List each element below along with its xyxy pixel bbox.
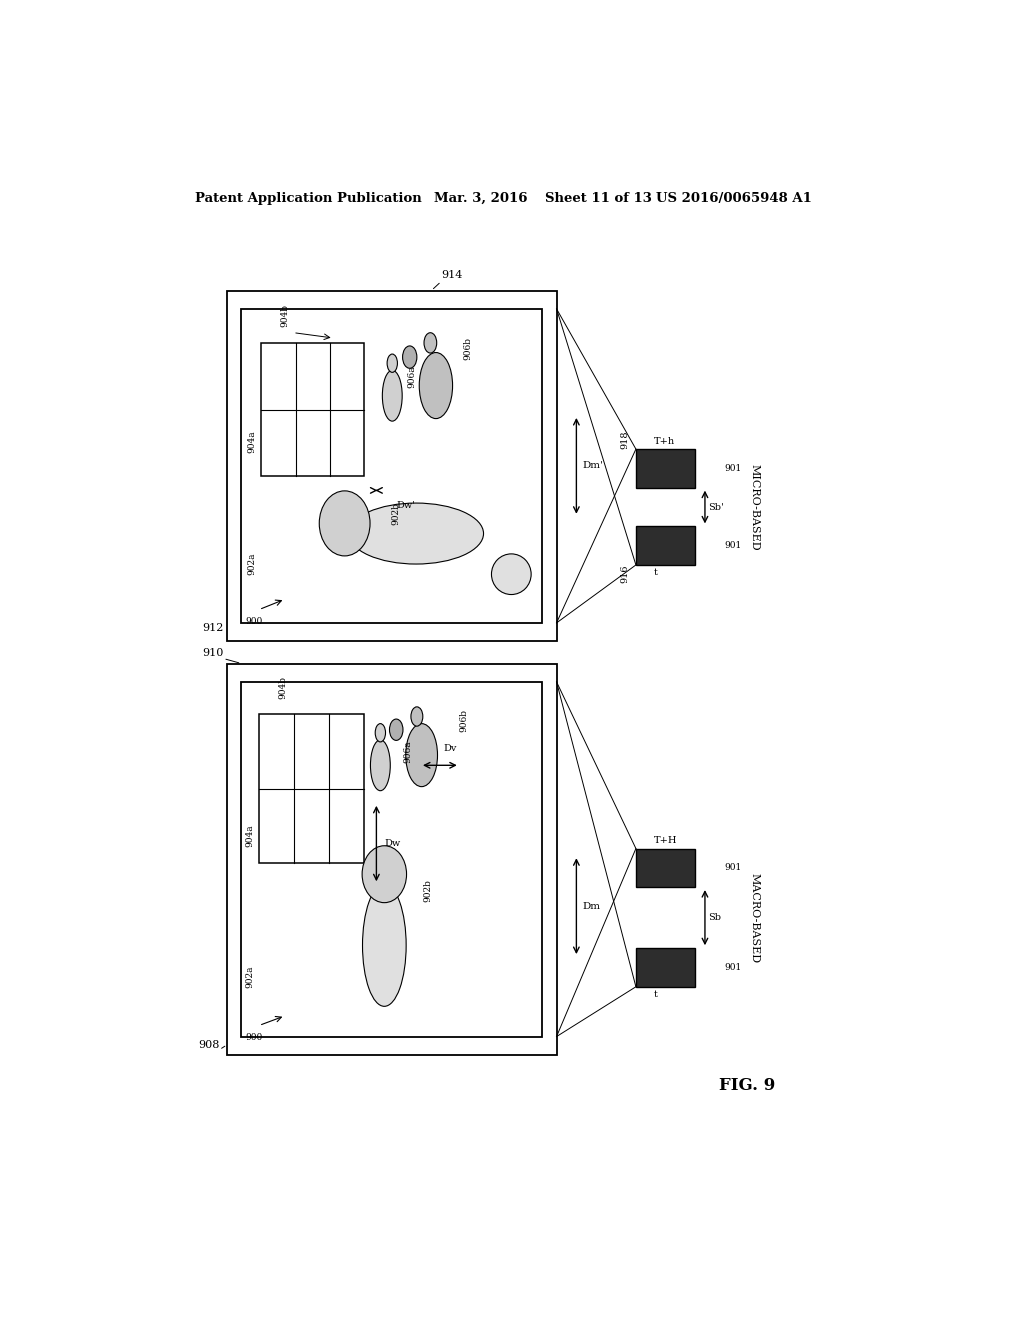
Ellipse shape <box>382 371 402 421</box>
Text: 904b: 904b <box>279 676 288 698</box>
Circle shape <box>362 846 407 903</box>
Text: Dv: Dv <box>443 744 458 754</box>
Text: 916: 916 <box>621 565 630 583</box>
Text: MICRO-BASED: MICRO-BASED <box>750 463 760 550</box>
Text: 902b: 902b <box>424 879 432 903</box>
Text: Dm': Dm' <box>583 462 603 470</box>
Text: 904a: 904a <box>248 430 257 453</box>
Text: Sb: Sb <box>709 913 721 923</box>
Ellipse shape <box>402 346 417 368</box>
Text: 906b: 906b <box>459 709 468 731</box>
Text: 906a: 906a <box>408 366 417 388</box>
Text: 900: 900 <box>246 1034 263 1043</box>
Text: 901: 901 <box>725 964 742 972</box>
Text: 902b: 902b <box>392 503 400 525</box>
Text: 906b: 906b <box>463 337 472 360</box>
Text: 902a: 902a <box>248 553 257 576</box>
Bar <box>261 343 365 477</box>
Bar <box>259 714 365 863</box>
Bar <box>636 948 695 987</box>
Text: 901: 901 <box>725 541 742 550</box>
Text: 901: 901 <box>725 463 742 473</box>
Circle shape <box>319 491 370 556</box>
Text: T+H: T+H <box>653 837 677 846</box>
Text: 904b: 904b <box>281 305 290 327</box>
Text: 902a: 902a <box>246 965 254 987</box>
Ellipse shape <box>424 333 436 352</box>
Bar <box>636 527 695 565</box>
Text: FIG. 9: FIG. 9 <box>719 1077 775 1094</box>
Text: t: t <box>653 990 657 999</box>
Text: t: t <box>653 568 657 577</box>
Text: Patent Application Publication: Patent Application Publication <box>196 191 422 205</box>
Bar <box>636 849 695 887</box>
Text: 918: 918 <box>621 430 630 449</box>
Text: 906a: 906a <box>403 741 413 763</box>
Bar <box>242 682 543 1036</box>
Text: MACRO-BASED: MACRO-BASED <box>750 873 760 962</box>
Ellipse shape <box>406 723 437 787</box>
Ellipse shape <box>389 719 403 741</box>
Bar <box>227 664 557 1055</box>
Ellipse shape <box>375 723 385 742</box>
Ellipse shape <box>387 354 397 372</box>
Bar <box>636 449 695 487</box>
Text: Dw: Dw <box>384 840 400 847</box>
Text: 901: 901 <box>725 863 742 873</box>
Text: 912: 912 <box>202 623 223 634</box>
Text: Dw': Dw' <box>396 500 416 510</box>
Text: 900: 900 <box>246 616 263 626</box>
Text: 904a: 904a <box>246 825 254 847</box>
Ellipse shape <box>362 884 407 1006</box>
Ellipse shape <box>371 741 390 791</box>
Ellipse shape <box>492 554 531 594</box>
Ellipse shape <box>411 706 423 726</box>
Text: Dm: Dm <box>583 902 601 911</box>
Text: 908: 908 <box>198 1040 219 1049</box>
Ellipse shape <box>419 352 453 418</box>
Bar <box>242 309 543 623</box>
Text: T+h: T+h <box>653 437 675 446</box>
Ellipse shape <box>348 503 483 564</box>
Text: 910: 910 <box>202 648 223 659</box>
Text: Sheet 11 of 13: Sheet 11 of 13 <box>545 191 651 205</box>
Text: 914: 914 <box>441 271 463 280</box>
Text: US 2016/0065948 A1: US 2016/0065948 A1 <box>655 191 812 205</box>
Bar <box>227 290 557 642</box>
Text: Mar. 3, 2016: Mar. 3, 2016 <box>433 191 527 205</box>
Text: Sb': Sb' <box>709 503 724 512</box>
